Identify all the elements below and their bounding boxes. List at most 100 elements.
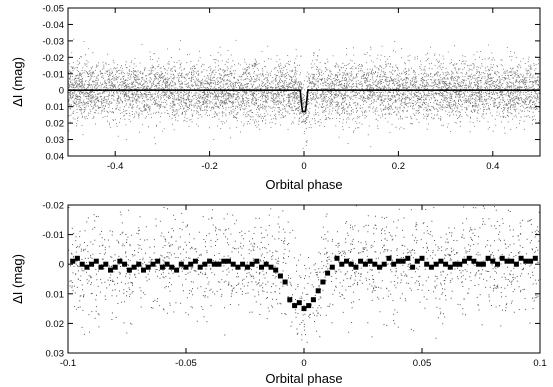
binned-point <box>329 264 335 270</box>
binned-point <box>159 264 165 270</box>
binned-point <box>226 258 231 264</box>
binned-point <box>320 279 326 285</box>
binned-point <box>457 261 463 267</box>
x-tick-label: -0.05 <box>175 358 197 369</box>
binned-point <box>381 261 387 267</box>
model-line <box>68 89 540 113</box>
x-tick-label: -0.2 <box>201 161 217 172</box>
binned-point <box>174 267 180 273</box>
bottom-binned-points <box>70 255 538 312</box>
x-tick-label: -0.1 <box>60 358 76 369</box>
x-tick-label: 0.4 <box>486 161 499 172</box>
binned-point <box>476 261 482 267</box>
y-tick-label: -0.04 <box>42 20 64 31</box>
binned-point <box>207 258 213 264</box>
x-tick-label: 0.05 <box>413 358 432 369</box>
binned-point <box>103 261 109 267</box>
y-tick-label: -0.01 <box>42 230 64 241</box>
top-y-axis-ticks: -0.05 -0.04 -0.03 -0.02 -0.01 0 0.01 0.02 0.03 0.… <box>42 4 540 163</box>
binned-point <box>433 261 439 267</box>
binned-point <box>377 264 382 270</box>
binned-point <box>273 267 279 273</box>
binned-point <box>428 264 434 270</box>
binned-point <box>495 261 500 267</box>
binned-point <box>466 255 472 261</box>
binned-point <box>74 255 80 261</box>
binned-point <box>452 261 458 267</box>
binned-point <box>528 258 534 264</box>
x-tick-label: 0 <box>301 161 306 172</box>
binned-point <box>306 303 312 309</box>
y-tick-label: 0.01 <box>46 102 65 113</box>
binned-point <box>244 264 250 270</box>
bottom-panel: -0.02 -0.01 0 0.01 0.02 0.03 -0.1 -0.05 0 0.05 0.… <box>10 201 547 387</box>
binned-point <box>197 264 203 270</box>
binned-point <box>358 258 364 264</box>
binned-point <box>230 261 236 267</box>
binned-point <box>353 264 359 270</box>
binned-point <box>513 261 519 267</box>
top-x-axis-ticks: -0.4 -0.2 0 0.2 0.4 <box>107 8 499 172</box>
bottom-x-axis-ticks: -0.1 -0.05 0 0.05 0.1 <box>60 205 547 369</box>
binned-point <box>339 261 345 267</box>
binned-point <box>325 270 331 276</box>
binned-point <box>145 264 151 270</box>
binned-point <box>259 264 264 270</box>
binned-point <box>518 255 524 261</box>
x-tick-label: 0.2 <box>392 161 405 172</box>
x-tick-label: -0.4 <box>107 161 123 172</box>
y-tick-label: 0.04 <box>46 152 65 163</box>
y-tick-label: 0.01 <box>46 289 65 300</box>
binned-point <box>79 261 85 267</box>
binned-point <box>183 264 189 270</box>
data-point <box>68 205 541 343</box>
binned-point <box>509 258 515 264</box>
y-tick-label: 0 <box>59 260 64 271</box>
y-tick-label: 0.03 <box>46 135 65 146</box>
binned-point <box>438 258 444 264</box>
binned-point <box>117 258 123 264</box>
binned-point <box>277 273 283 279</box>
binned-point <box>263 261 269 267</box>
y-tick-label: 0.02 <box>46 319 65 330</box>
binned-point <box>480 261 486 267</box>
binned-point <box>523 258 529 264</box>
binned-point <box>216 261 222 267</box>
binned-point <box>98 264 104 270</box>
binned-point <box>296 300 302 306</box>
binned-point <box>70 258 76 264</box>
y-tick-label: -0.02 <box>42 53 64 64</box>
top-panel: -0.05 -0.04 -0.03 -0.02 -0.01 0 0.01 0.02 0.03 0.… <box>10 4 541 192</box>
binned-point <box>334 255 340 261</box>
binned-point <box>93 258 99 264</box>
y-tick-label: -0.01 <box>42 69 64 80</box>
binned-point <box>372 261 378 267</box>
binned-point <box>292 303 298 309</box>
bottom-x-axis-label: Orbital phase <box>265 371 342 386</box>
binned-point <box>395 258 401 264</box>
binned-point <box>235 264 241 270</box>
top-model-line <box>68 89 540 113</box>
binned-point <box>443 261 449 267</box>
binned-point <box>202 261 208 267</box>
binned-point <box>169 264 175 270</box>
bottom-data-points <box>68 205 541 343</box>
binned-point <box>211 261 217 267</box>
binned-point <box>126 267 132 273</box>
binned-point <box>410 264 416 270</box>
binned-point <box>419 255 425 261</box>
binned-point <box>150 261 156 267</box>
top-data-points <box>68 38 541 149</box>
binned-point <box>367 258 373 264</box>
binned-point <box>141 267 146 273</box>
bottom-y-axis-label: ΔI (mag) <box>10 254 25 304</box>
binned-point <box>362 261 368 267</box>
bottom-y-axis-ticks: -0.02 -0.01 0 0.01 0.02 0.03 <box>42 201 540 360</box>
binned-point <box>447 264 453 270</box>
binned-point <box>462 258 467 264</box>
data-point <box>68 38 541 149</box>
binned-point <box>192 258 198 264</box>
binned-point <box>532 255 538 261</box>
y-tick-label: 0.02 <box>46 119 65 130</box>
